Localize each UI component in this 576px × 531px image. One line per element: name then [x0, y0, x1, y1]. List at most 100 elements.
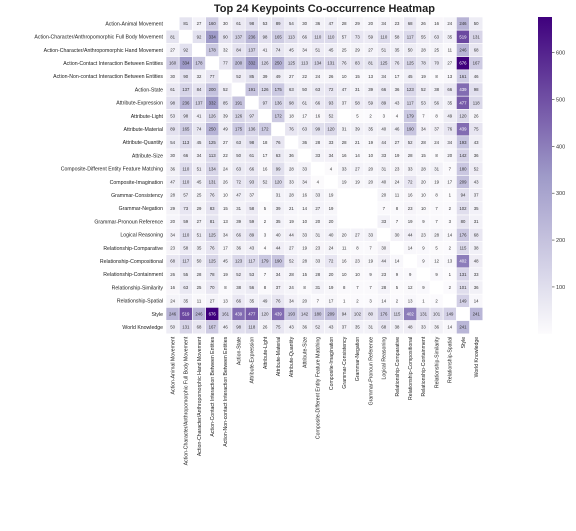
cell-value-label: 334 [209, 34, 217, 39]
cell-value-label: 31 [434, 166, 439, 171]
cell-value-label: 160 [209, 21, 217, 26]
colorbar-gradient [538, 17, 552, 334]
cell-value-label: 4 [330, 166, 333, 171]
cell-value-label: 7 [435, 219, 438, 224]
column-label: Action-Character/Anthropomorphic Full Bo… [184, 336, 190, 465]
cell-value-label: 142 [459, 153, 467, 158]
cell-value-label: 20 [368, 21, 373, 26]
cell-value-label: 27 [289, 246, 294, 251]
cell-value-label: 89 [276, 21, 281, 26]
cell-value-label: 35 [197, 246, 202, 251]
cell-value-label: 118 [473, 100, 480, 105]
cell-value-label: 161 [459, 74, 467, 79]
cell-value-label: 36 [302, 325, 307, 330]
cell-value-label: 36 [315, 21, 320, 26]
cell-value-label: 8 [435, 193, 438, 198]
cell-value-label: 117 [407, 100, 414, 105]
cell-value-label: 10 [421, 193, 426, 198]
cell-value-label: 20 [329, 272, 334, 277]
column-label: Grammar-Negation [355, 337, 361, 382]
cell-value-label: 176 [380, 312, 388, 317]
cell-value-label: 102 [354, 312, 362, 317]
cell-value-label: 20 [368, 180, 373, 185]
cell-value-label: 26 [329, 74, 334, 79]
cell-value-label: 32 [197, 74, 202, 79]
cell-value-label: 19 [395, 153, 400, 158]
cell-value-label: 66 [236, 298, 241, 303]
cell-value-label: 99 [276, 166, 281, 171]
cell-value-label: 18 [289, 114, 294, 119]
cell-value-label: 250 [275, 61, 283, 66]
cell-value-label: 191 [248, 87, 256, 92]
cell-value-label: 10 [368, 153, 373, 158]
cell-value-label: 51 [381, 48, 386, 53]
cell-value-label: 123 [407, 87, 415, 92]
cell-value-label: 27 [315, 206, 320, 211]
cell-value-label: 9 [422, 259, 425, 264]
cell-value-label: 53 [263, 21, 268, 26]
cell-value-label: 4 [317, 180, 320, 185]
cell-value-label: 137 [195, 100, 203, 105]
cell-value-label: 13 [223, 219, 228, 224]
cell-value-label: 51 [197, 232, 202, 237]
row-label: Style [151, 312, 163, 318]
cell-value-label: 26 [223, 180, 228, 185]
cell-value-label: 80 [368, 312, 373, 317]
cell-value-label: 27 [395, 140, 400, 145]
cell-value-label: 209 [459, 180, 467, 185]
cell-value-label: 113 [288, 34, 295, 39]
cell-value-label: 5 [264, 206, 267, 211]
cell-value-label: 76 [276, 298, 281, 303]
cell-value-label: 14 [408, 246, 413, 251]
cell-value-label: 24 [315, 74, 320, 79]
cell-value-label: 16 [170, 285, 175, 290]
heatmap-cell [469, 320, 484, 335]
cell-value-label: 31 [276, 193, 281, 198]
cell-value-label: 9 [369, 272, 372, 277]
colorbar-tick-label: 500 [556, 97, 565, 103]
cell-value-label: 180 [314, 312, 322, 317]
column-label: Composite-Different Entity Feature Match… [316, 337, 322, 439]
cell-value-label: 47 [329, 21, 334, 26]
heatmap-cell [363, 188, 378, 203]
cell-value-label: 8 [264, 285, 267, 290]
cell-value-label: 125 [209, 259, 217, 264]
cell-value-label: 134 [314, 61, 322, 66]
cell-value-label: 43 [249, 246, 254, 251]
cell-value-label: 72 [329, 259, 334, 264]
cell-value-label: 41 [263, 48, 268, 53]
cell-value-label: 70 [434, 61, 439, 66]
cell-value-label: 10 [355, 272, 360, 277]
cell-value-label: 68 [197, 325, 202, 330]
cell-value-label: 39 [355, 127, 360, 132]
row-label: Attribute-Expression [116, 101, 163, 107]
cell-value-label: 85 [249, 74, 254, 79]
cell-value-label: 519 [182, 312, 190, 317]
heatmap-cell [165, 16, 180, 31]
cell-value-label: 46 [474, 74, 479, 79]
heatmap-cell [297, 148, 312, 163]
cell-value-label: 24 [434, 140, 439, 145]
cell-value-label: 57 [183, 193, 188, 198]
heatmap-cell [324, 175, 338, 189]
cell-value-label: 27 [289, 74, 294, 79]
cell-value-label: 93 [249, 180, 254, 185]
cell-value-label: 90 [183, 74, 188, 79]
cell-value-label: 45 [197, 180, 202, 185]
cell-value-label: 80 [461, 219, 466, 224]
cell-value-label: 27 [447, 61, 452, 66]
cell-value-label: 72 [236, 180, 241, 185]
cell-value-label: 17 [263, 153, 268, 158]
cell-value-label: 43 [474, 180, 479, 185]
cell-value-label: 477 [459, 100, 467, 105]
cell-value-label: 44 [381, 259, 386, 264]
cell-value-label: 439 [275, 312, 283, 317]
cell-value-label: 191 [235, 100, 243, 105]
cell-value-label: 27 [210, 298, 215, 303]
heatmap-cell [258, 109, 272, 123]
cell-value-label: 38 [434, 87, 439, 92]
cell-value-label: 24 [447, 21, 452, 26]
cell-value-label: 99 [315, 127, 320, 132]
cell-value-label: 17 [329, 298, 334, 303]
cell-value-label: 36 [236, 246, 241, 251]
